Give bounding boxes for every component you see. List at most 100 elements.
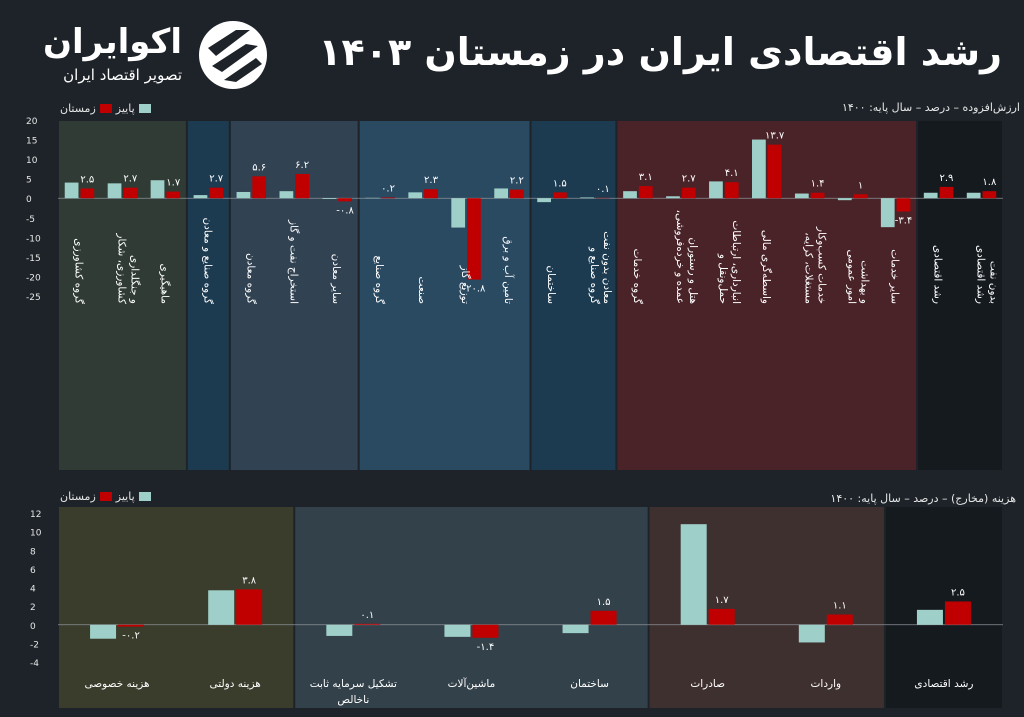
category-label: واسطه‌گری مالی	[760, 230, 773, 304]
bar-winter	[590, 610, 617, 625]
data-label: ۱.۵	[597, 597, 611, 608]
data-label: ۲.۳	[424, 175, 439, 186]
data-label: -۳.۴	[895, 216, 913, 227]
bar-autumn	[90, 624, 117, 639]
bar-winter	[939, 186, 954, 199]
category-label: گروه معادن	[244, 253, 257, 304]
category-label: گروه صنایع ومعادن بدون نفت	[588, 231, 613, 304]
bar-winter	[896, 198, 911, 212]
data-label: ۱.۱	[833, 601, 847, 612]
bar-winter	[510, 189, 524, 199]
data-label: ۲.۲	[510, 176, 524, 187]
bar-winter	[552, 192, 567, 199]
bar-autumn	[322, 198, 337, 200]
data-label: ۱	[858, 180, 863, 191]
bar-autumn	[150, 180, 165, 199]
bar-winter	[853, 194, 868, 199]
y-tick-label: 12	[30, 510, 41, 520]
bar-autumn	[451, 198, 466, 228]
category-label: امور عمومیو بهداشت	[846, 249, 871, 304]
category-label: استخراج نفت و گاز	[287, 219, 300, 304]
y-tick-label: 4	[30, 585, 36, 595]
bar-winter	[467, 198, 481, 280]
bar-autumn	[408, 192, 423, 199]
bar-winter	[123, 187, 138, 199]
group-panel	[59, 121, 186, 470]
bar-winter	[982, 191, 997, 199]
category-label: واردات	[811, 678, 842, 690]
bar-autumn	[107, 183, 122, 199]
data-label: ۳.۱	[639, 172, 653, 183]
bar-winter	[638, 186, 653, 199]
legend-autumn-swatch	[138, 104, 151, 113]
bar-autumn	[193, 195, 208, 199]
legend-winter-label: زمستان	[60, 102, 96, 115]
data-label: ۱.۷	[715, 595, 730, 606]
bar-autumn	[326, 624, 353, 636]
y-tick-label: 15	[26, 137, 37, 147]
expenditure-chart: 12 10 8 6 4 2 0 -2 -4 -۰.۲ هزینه خصوصی ۳.۸ هزینه دول…	[30, 507, 1003, 708]
data-label: ۰.۲	[381, 183, 395, 194]
bar-autumn	[236, 191, 251, 199]
bar-winter	[810, 192, 825, 199]
y-tick-label: 5	[26, 176, 32, 186]
data-label: ۰.۱	[360, 610, 374, 621]
legend-winter-swatch	[99, 104, 112, 113]
legend-winter-swatch	[99, 492, 112, 501]
bar-autumn	[494, 188, 509, 199]
y-tick-label: 0	[26, 195, 32, 205]
bar-autumn	[562, 624, 589, 634]
brand-logo-icon	[199, 21, 267, 89]
category-label: صادرات	[690, 678, 725, 690]
bar-autumn	[916, 609, 943, 625]
category-label: ماشین‌آلات	[448, 677, 496, 690]
group-panel	[230, 121, 358, 470]
category-label: توزیع گاز	[459, 264, 472, 304]
group-panel	[918, 121, 1002, 470]
bar-autumn	[880, 198, 895, 228]
bar-autumn	[279, 191, 294, 199]
brand-tagline: تصویر اقتصاد ایران	[63, 66, 182, 84]
category-label: عمده و خرده‌فروشی،هتل و رستوران	[674, 210, 699, 304]
category-label: ساختمان	[570, 678, 609, 690]
data-label: ۲.۹	[939, 173, 953, 184]
bar-autumn	[623, 191, 637, 199]
bar-autumn	[64, 182, 79, 199]
data-label: ۲.۵	[80, 174, 94, 185]
data-label: ۲.۷	[209, 174, 224, 185]
y-tick-label: -20	[26, 273, 41, 283]
group-panel	[295, 507, 648, 708]
category-label: هزینه دولتی	[210, 678, 261, 690]
data-label: ۱.۸	[982, 177, 997, 188]
bar-autumn	[837, 198, 852, 201]
y-tick-label: 10	[30, 529, 42, 539]
bar-winter	[118, 624, 145, 627]
y-tick-label: -4	[30, 659, 39, 669]
bar-winter	[767, 144, 782, 199]
bar-winter	[944, 601, 971, 625]
bar-winter	[424, 189, 438, 199]
group-panel	[359, 121, 530, 470]
page-title: رشد اقتصادی ایران در زمستان ۱۴۰۳	[318, 30, 1002, 74]
y-tick-label: 0	[30, 622, 36, 632]
category-label: هزینه خصوصی	[85, 678, 150, 690]
bar-winter	[209, 187, 224, 199]
bar-autumn	[537, 198, 551, 203]
bar-winter	[826, 614, 853, 625]
bar-winter	[252, 176, 267, 199]
category-label: ساختمان	[545, 265, 557, 304]
data-label: -۰.۲	[122, 631, 140, 642]
bar-winter	[236, 589, 263, 625]
data-label: ۴.۱	[725, 168, 739, 179]
y-tick-label: 6	[30, 566, 36, 576]
top-chart-ylabel: ارزش‌افزوده – درصد – سال پایه: ۱۴۰۰	[841, 101, 1020, 114]
y-tick-label: 10	[26, 156, 38, 166]
category-label: مستغلات، کرایه،خدمات کسب‌وکار	[803, 226, 828, 304]
category-label: حمل‌ونقل وانبارداری، ارتباطات	[717, 220, 742, 304]
value-added-chart: 20 15 10 5 0 -5 -10 -15 -20 -25 ۲.۵ گروه کشاورزی ۲.۷…	[26, 117, 1003, 470]
bar-autumn	[752, 139, 766, 199]
bar-autumn	[794, 193, 809, 199]
data-label: ۲.۵	[951, 587, 965, 598]
category-label: تشکیل سرمایه ثابت ناخالص	[310, 678, 397, 706]
data-label: ۱.۷	[166, 178, 181, 189]
